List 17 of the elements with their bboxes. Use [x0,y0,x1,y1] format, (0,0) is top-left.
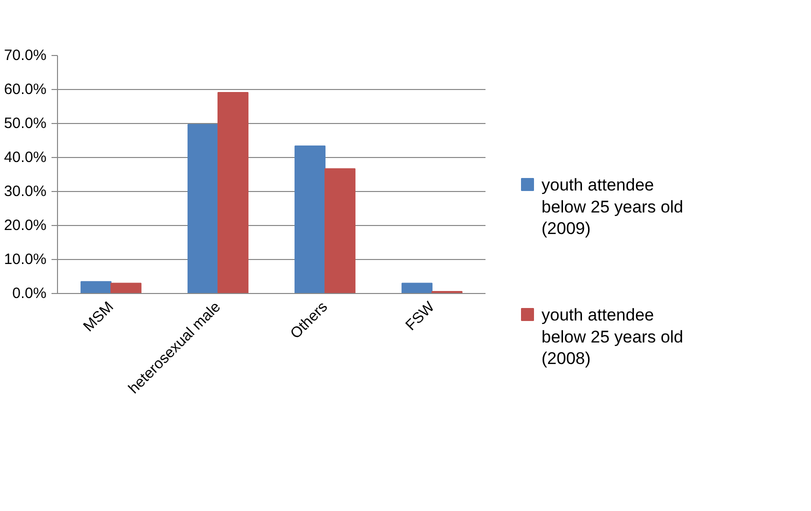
y-tick-label: 20.0% [4,217,47,234]
bar [188,124,218,294]
y-tick-label: 30.0% [4,183,47,200]
legend-label: youth attendee below 25 years old (2009) [542,176,684,238]
bar [110,282,142,294]
y-tick-label: 70.0% [4,47,47,64]
y-tick-label: 0.0% [12,285,47,302]
y-tick-label: 60.0% [4,81,47,98]
bar [402,282,432,294]
legend-label: youth attendee below 25 years old (2008) [542,306,684,368]
bar [218,92,248,294]
y-tick-label: 50.0% [4,115,47,132]
y-tick-label: 10.0% [4,251,47,268]
y-tick-label: 40.0% [4,149,47,166]
bar [80,281,112,294]
bar [294,145,326,294]
bar [324,168,356,294]
